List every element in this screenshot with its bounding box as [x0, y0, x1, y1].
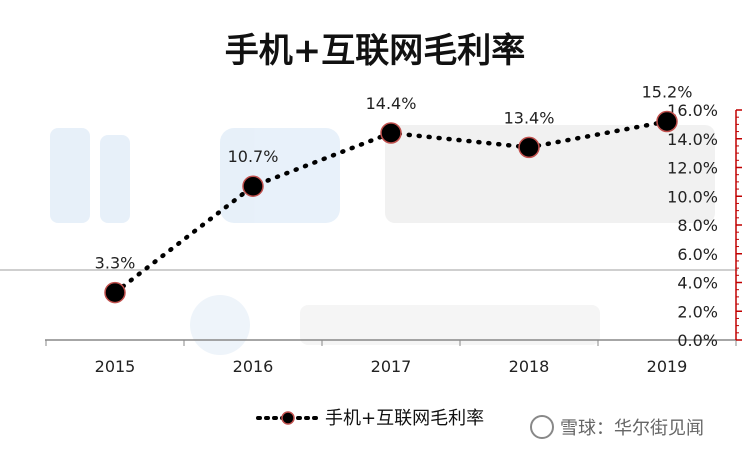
y-tick-label: 16.0%	[667, 101, 718, 120]
data-label: 10.7%	[228, 147, 279, 166]
data-point	[656, 110, 678, 133]
snowball-icon	[530, 415, 554, 439]
data-label: 13.4%	[504, 108, 555, 127]
y-tick-label: 6.0%	[677, 245, 718, 264]
y-tick-label: 4.0%	[677, 274, 718, 293]
x-tick-label: 2015	[95, 357, 136, 376]
data-point	[380, 122, 402, 144]
data-point	[242, 175, 264, 197]
watermark-text: 雪球：华尔街见闻	[560, 418, 704, 439]
data-point	[518, 136, 540, 159]
legend: 手机+互联网毛利率	[256, 408, 484, 429]
data-label: 14.4%	[366, 94, 417, 113]
y-tick-label: 8.0%	[677, 216, 718, 235]
x-tick-label: 2016	[233, 357, 274, 376]
legend-label: 手机+互联网毛利率	[325, 408, 484, 429]
data-labels: 3.3% 10.7% 14.4% 13.4% 15.2%	[95, 83, 693, 273]
y-tick-label: 12.0%	[667, 159, 718, 178]
y-tick-label: 2.0%	[677, 302, 718, 321]
background-watermark	[50, 125, 715, 355]
axes: 2015 2016 2017 2018 2019 0.0% 2.0% 4.0% 6.0% 8.0%…	[45, 101, 742, 376]
y-tick-label: 10.0%	[667, 187, 718, 206]
x-tick-label: 2018	[509, 357, 550, 376]
data-label: 15.2%	[642, 83, 693, 102]
y-tick-label: 0.0%	[677, 331, 718, 350]
data-point	[104, 281, 126, 304]
x-tick-label: 2019	[647, 357, 688, 376]
chart-title: 手机+互联网毛利率	[225, 31, 526, 71]
series-layer	[104, 110, 678, 304]
data-label: 3.3%	[95, 254, 136, 273]
watermark-corner: 雪球：华尔街见闻	[530, 415, 704, 439]
y-tick-label: 14.0%	[667, 130, 718, 149]
legend-marker	[281, 411, 295, 425]
x-tick-label: 2017	[371, 357, 412, 376]
